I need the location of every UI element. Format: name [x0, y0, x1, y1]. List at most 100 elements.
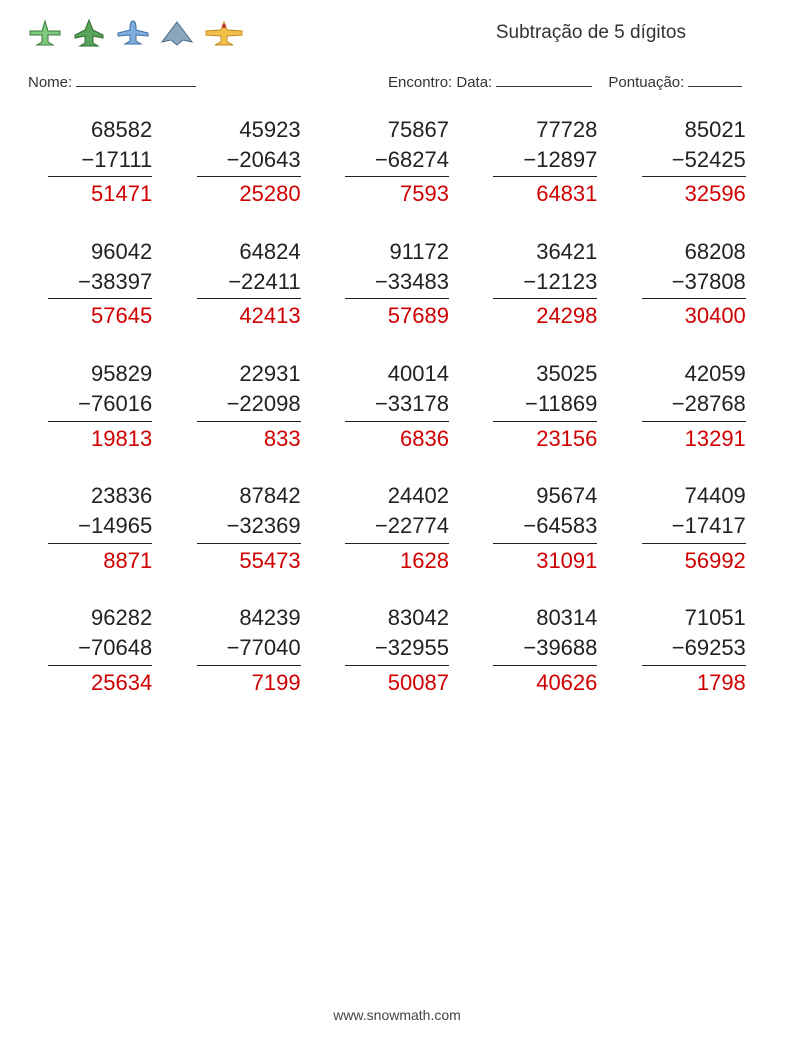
minuend: 80314 — [493, 603, 597, 633]
subtraction-problem: 75867−682747593 — [345, 115, 449, 209]
subtraction-problem: 96042−3839757645 — [48, 237, 152, 331]
subtraction-problem: 68582−1711151471 — [48, 115, 152, 209]
minuend: 95829 — [48, 359, 152, 389]
minuend: 68208 — [642, 237, 746, 267]
answer: 7593 — [345, 177, 449, 209]
subtrahend: −70648 — [48, 633, 152, 666]
minuend: 24402 — [345, 481, 449, 511]
answer: 50087 — [345, 666, 449, 698]
answer: 40626 — [493, 666, 597, 698]
subtrahend: −28768 — [642, 389, 746, 422]
footer-url: www.snowmath.com — [0, 1007, 794, 1023]
plane-icon — [72, 18, 106, 48]
minuend: 85021 — [642, 115, 746, 145]
worksheet-page: Subtração de 5 dígitos Nome: Encontro: D… — [0, 0, 794, 1053]
header-icons — [28, 18, 244, 48]
name-blank[interactable] — [76, 72, 196, 87]
subtrahend: −22098 — [197, 389, 301, 422]
subtraction-problem: 71051−692531798 — [642, 603, 746, 697]
info-row: Nome: Encontro: Data: Pontuação: — [0, 58, 794, 91]
subtrahend: −22774 — [345, 511, 449, 544]
subtraction-problem: 80314−3968840626 — [493, 603, 597, 697]
minuend: 23836 — [48, 481, 152, 511]
subtraction-problem: 23836−149658871 — [48, 481, 152, 575]
subtrahend: −12897 — [493, 145, 597, 178]
answer: 25280 — [197, 177, 301, 209]
subtraction-problem: 85021−5242532596 — [642, 115, 746, 209]
answer: 30400 — [642, 299, 746, 331]
answer: 7199 — [197, 666, 301, 698]
score-label: Pontuação: — [608, 74, 684, 91]
header: Subtração de 5 dígitos — [0, 0, 794, 58]
minuend: 68582 — [48, 115, 152, 145]
minuend: 96282 — [48, 603, 152, 633]
minuend: 91172 — [345, 237, 449, 267]
plane-icon — [116, 18, 150, 48]
subtraction-problem: 87842−3236955473 — [197, 481, 301, 575]
subtrahend: −12123 — [493, 267, 597, 300]
subtrahend: −33178 — [345, 389, 449, 422]
plane-icon — [28, 18, 62, 48]
minuend: 45923 — [197, 115, 301, 145]
minuend: 35025 — [493, 359, 597, 389]
plane-icon — [160, 18, 194, 48]
subtrahend: −38397 — [48, 267, 152, 300]
subtrahend: −37808 — [642, 267, 746, 300]
subtrahend: −76016 — [48, 389, 152, 422]
subtraction-problem: 64824−2241142413 — [197, 237, 301, 331]
minuend: 95674 — [493, 481, 597, 511]
subtrahend: −77040 — [197, 633, 301, 666]
date-blank[interactable] — [496, 72, 592, 87]
subtraction-problem: 45923−2064325280 — [197, 115, 301, 209]
minuend: 83042 — [345, 603, 449, 633]
subtrahend: −14965 — [48, 511, 152, 544]
answer: 31091 — [493, 544, 597, 576]
subtraction-problem: 40014−331786836 — [345, 359, 449, 453]
minuend: 22931 — [197, 359, 301, 389]
subtraction-problem: 35025−1186923156 — [493, 359, 597, 453]
subtrahend: −32955 — [345, 633, 449, 666]
answer: 56992 — [642, 544, 746, 576]
score-blank[interactable] — [688, 72, 742, 87]
answer: 13291 — [642, 422, 746, 454]
subtraction-problem: 42059−2876813291 — [642, 359, 746, 453]
answer: 57645 — [48, 299, 152, 331]
answer: 57689 — [345, 299, 449, 331]
subtrahend: −39688 — [493, 633, 597, 666]
worksheet-title: Subtração de 5 dígitos — [496, 22, 686, 44]
answer: 42413 — [197, 299, 301, 331]
subtraction-problem: 77728−1289764831 — [493, 115, 597, 209]
problem-grid: 68582−1711151471 45923−2064325280 75867−68… — [0, 91, 794, 697]
minuend: 42059 — [642, 359, 746, 389]
subtrahend: −33483 — [345, 267, 449, 300]
subtraction-problem: 36421−1212324298 — [493, 237, 597, 331]
subtrahend: −22411 — [197, 267, 301, 300]
minuend: 36421 — [493, 237, 597, 267]
subtrahend: −17111 — [48, 145, 152, 178]
subtraction-problem: 74409−1741756992 — [642, 481, 746, 575]
answer: 833 — [197, 422, 301, 454]
minuend: 96042 — [48, 237, 152, 267]
plane-icon — [204, 18, 244, 48]
subtrahend: −64583 — [493, 511, 597, 544]
answer: 24298 — [493, 299, 597, 331]
minuend: 84239 — [197, 603, 301, 633]
answer: 8871 — [48, 544, 152, 576]
subtrahend: −69253 — [642, 633, 746, 666]
answer: 6836 — [345, 422, 449, 454]
answer: 64831 — [493, 177, 597, 209]
answer: 23156 — [493, 422, 597, 454]
minuend: 71051 — [642, 603, 746, 633]
subtrahend: −20643 — [197, 145, 301, 178]
minuend: 87842 — [197, 481, 301, 511]
subtraction-problem: 95829−7601619813 — [48, 359, 152, 453]
minuend: 64824 — [197, 237, 301, 267]
minuend: 77728 — [493, 115, 597, 145]
answer: 25634 — [48, 666, 152, 698]
name-field: Nome: — [28, 72, 388, 91]
date-field: Encontro: Data: — [388, 72, 592, 91]
name-label: Nome: — [28, 74, 72, 91]
subtrahend: −17417 — [642, 511, 746, 544]
score-field: Pontuação: — [608, 72, 742, 91]
subtrahend: −32369 — [197, 511, 301, 544]
